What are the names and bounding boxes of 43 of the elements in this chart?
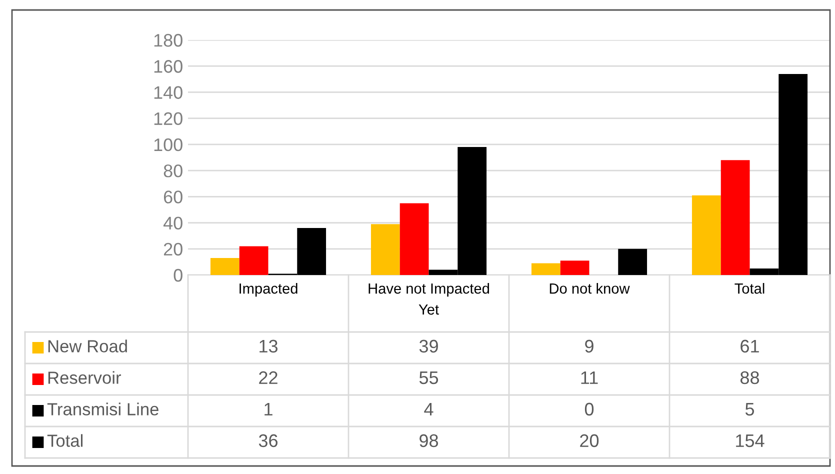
y-tick-label: 80 [164, 164, 182, 178]
data-label: 20 [580, 434, 599, 448]
y-tick-label: 100 [154, 138, 182, 152]
y-tick-label: 140 [154, 86, 182, 99]
data-label: 9 [585, 340, 594, 353]
bar [692, 195, 721, 275]
legend-label: Reservoir [48, 371, 121, 384]
x-tick-label: Total [734, 283, 764, 294]
data-label: 39 [419, 340, 438, 353]
legend-label: New Road [48, 340, 127, 352]
data-label: 0 [584, 402, 594, 416]
x-tick-label: Impacted [240, 283, 298, 297]
bar [531, 263, 560, 275]
bar [370, 224, 400, 275]
data-label: 11 [581, 371, 598, 384]
bar [560, 260, 590, 275]
x-tick-label: Have not Impacted Yet [368, 283, 490, 315]
y-tick-label: 60 [164, 190, 182, 204]
data-label: 4 [424, 402, 434, 416]
bar [239, 246, 268, 275]
y-tick-label: 40 [163, 216, 182, 230]
data-label: 5 [745, 402, 754, 416]
data-label: 154 [736, 434, 764, 448]
bar [400, 203, 429, 275]
data-label: 61 [740, 340, 759, 353]
data-label: 1 [264, 402, 272, 416]
bar [720, 160, 750, 275]
y-tick-label: 20 [164, 242, 182, 256]
legend-label: Transmisi Line [47, 402, 158, 416]
legend-label: Total [47, 434, 83, 447]
y-tick-label: 120 [154, 112, 182, 126]
data-label: 36 [258, 434, 278, 448]
y-tick-label: 0 [174, 268, 182, 282]
y-tick-label: 180 [154, 34, 182, 47]
data-label: 22 [259, 371, 278, 384]
data-label: 98 [420, 434, 438, 448]
bar [210, 258, 240, 275]
data-label: 55 [419, 371, 438, 384]
x-tick-label: Do not know [550, 283, 630, 294]
data-label: 13 [260, 340, 278, 353]
bar [618, 248, 648, 275]
data-label: 88 [740, 371, 760, 384]
y-tick-label: 160 [154, 60, 182, 73]
